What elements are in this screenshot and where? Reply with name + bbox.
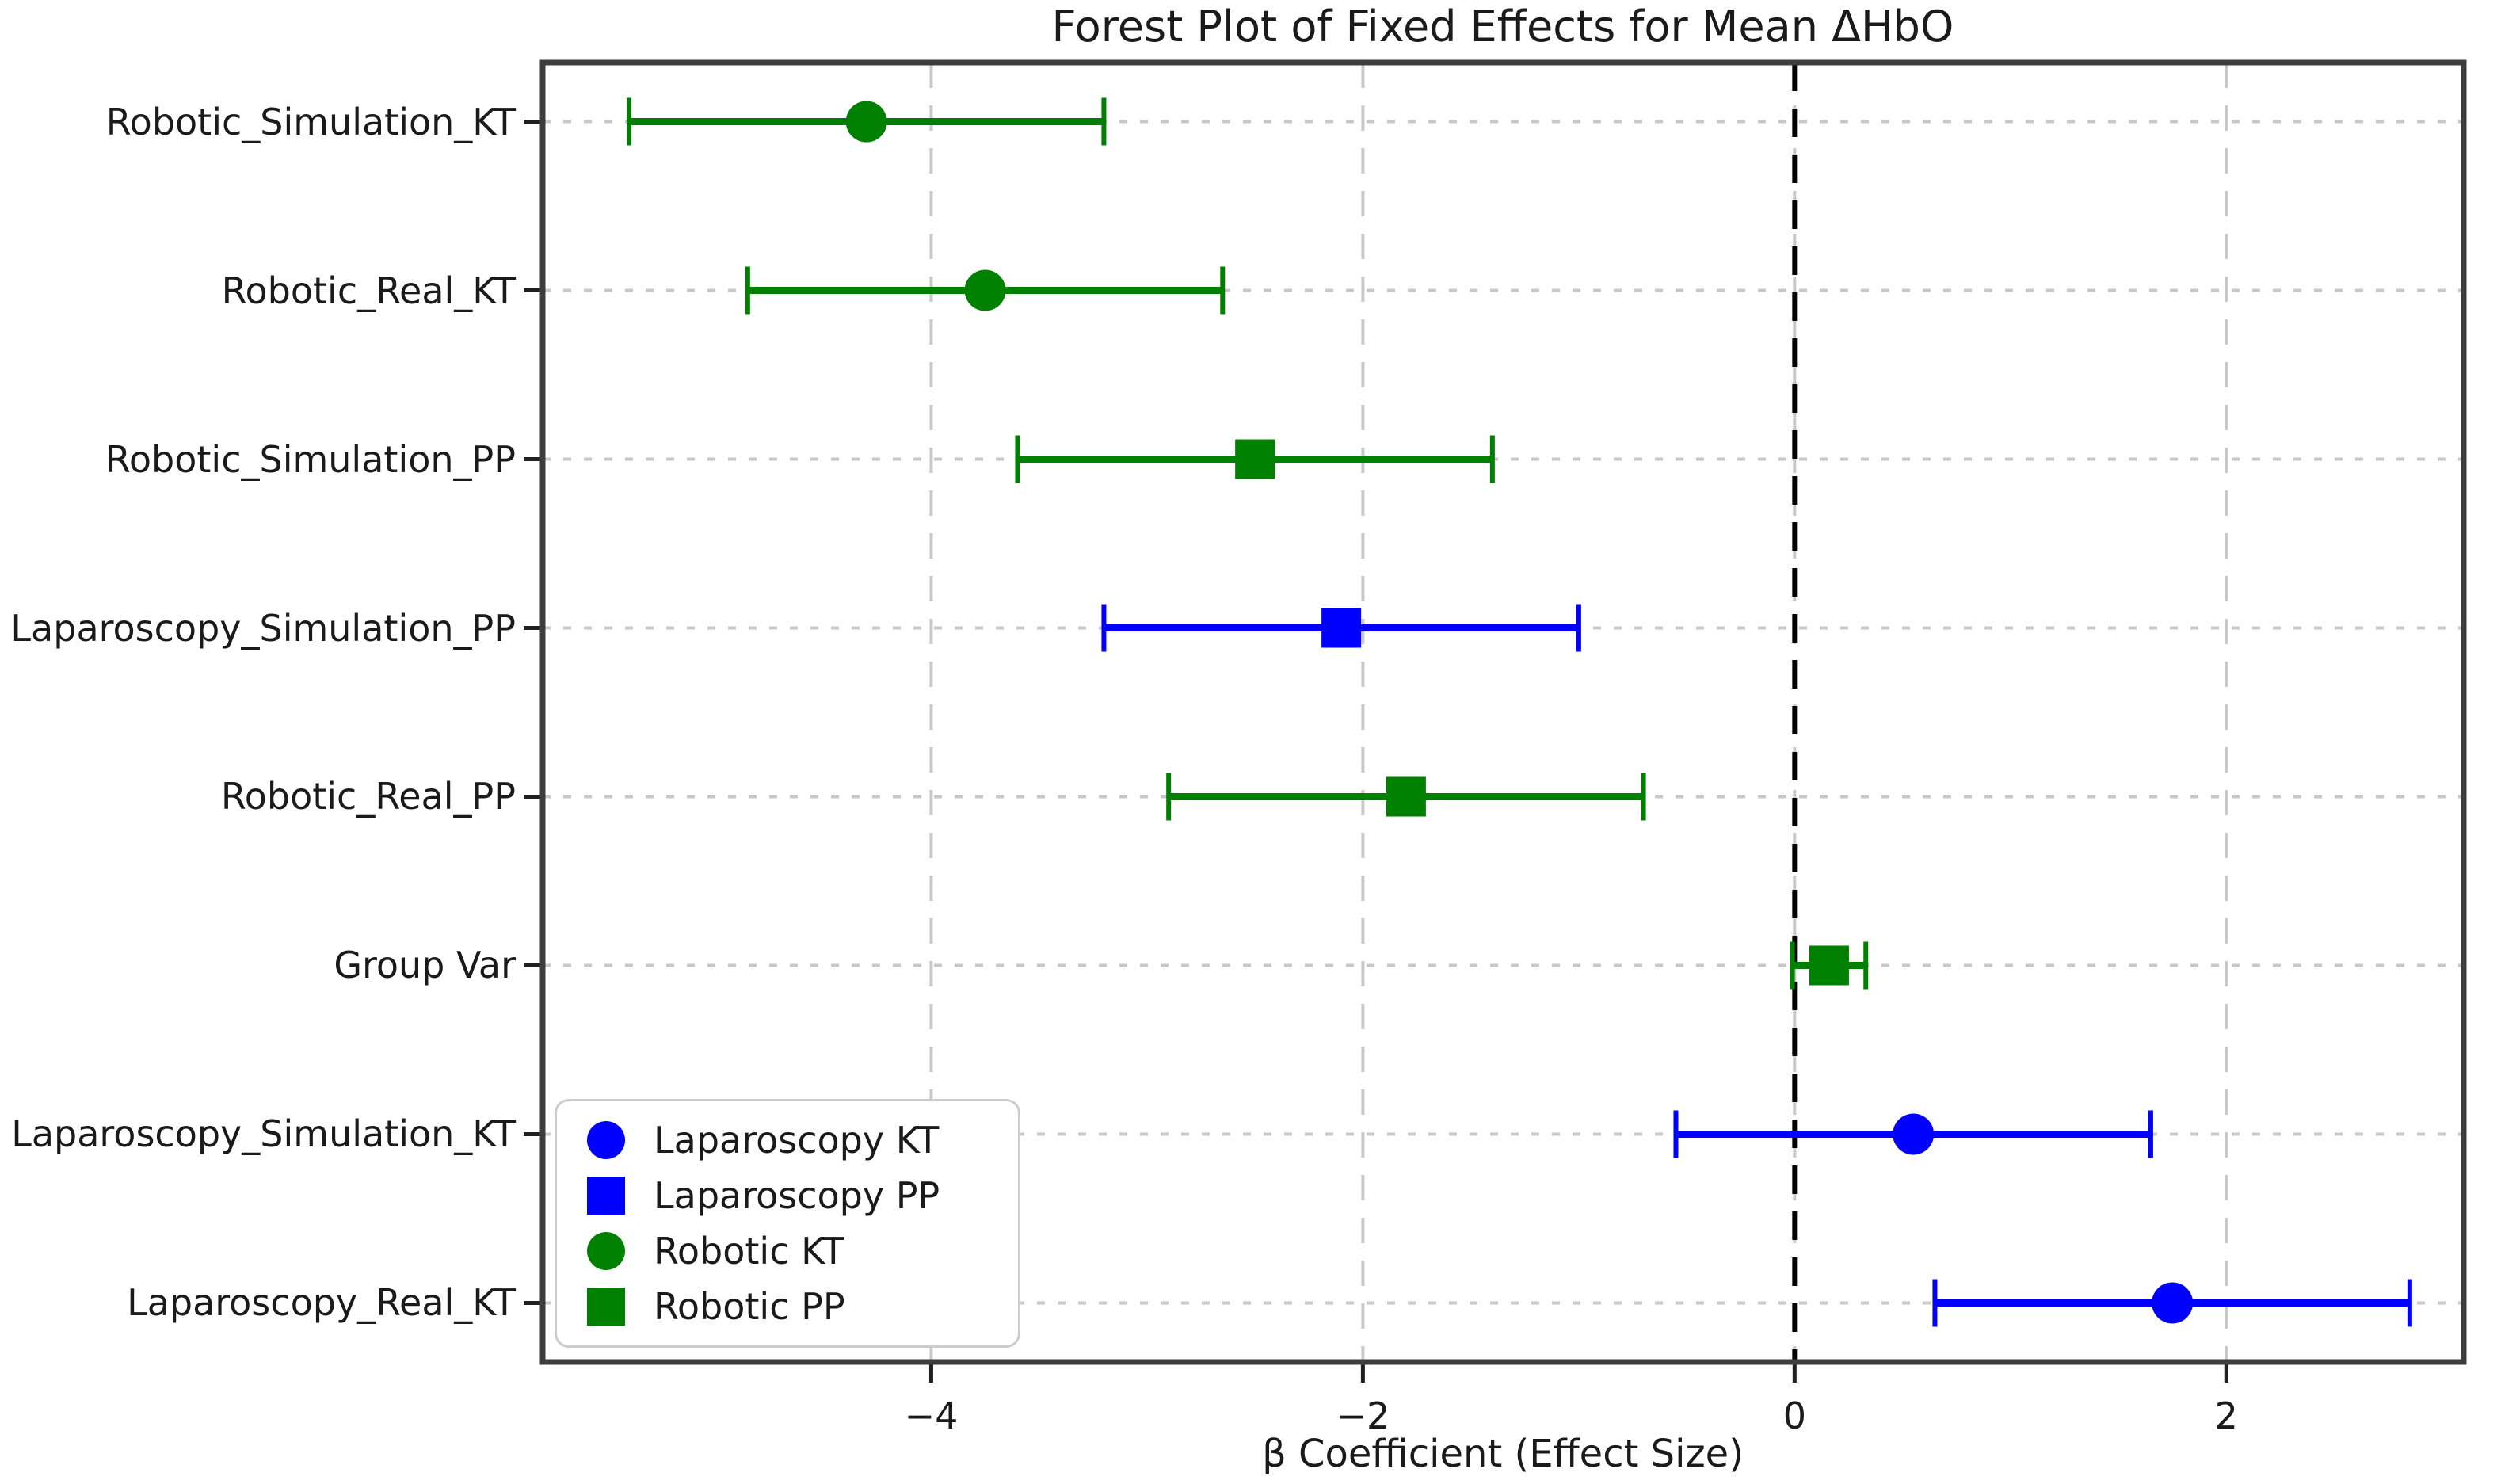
legend: Laparoscopy KT Laparoscopy PP Robotic KT… bbox=[555, 1099, 1020, 1348]
plot-border bbox=[539, 59, 2467, 1365]
legend-entry: Robotic KT bbox=[587, 1230, 1018, 1272]
legend-label: Robotic PP bbox=[654, 1285, 845, 1328]
legend-laparoscopy-kt-marker-icon bbox=[587, 1121, 625, 1159]
x-tick-label: −4 bbox=[904, 1394, 959, 1437]
y-tick-label: Robotic_Real_PP bbox=[220, 775, 516, 818]
x-tick-label: −2 bbox=[1336, 1394, 1390, 1437]
legend-label: Laparoscopy KT bbox=[654, 1119, 940, 1162]
x-axis-label: β Coefficient (Effect Size) bbox=[1262, 1432, 1744, 1476]
data-point-marker bbox=[1809, 945, 1849, 986]
data-point-marker bbox=[2152, 1282, 2194, 1324]
y-tick-label: Group Var bbox=[334, 944, 516, 987]
data-point-marker bbox=[1386, 776, 1426, 817]
y-tick-label: Robotic_Simulation_KT bbox=[105, 100, 516, 143]
y-tick-label: Laparoscopy_Simulation_PP bbox=[10, 606, 516, 650]
data-point-marker bbox=[1321, 608, 1362, 648]
legend-label: Laparoscopy PP bbox=[654, 1174, 940, 1217]
legend-entry: Robotic PP bbox=[587, 1285, 1018, 1328]
data-point-marker bbox=[845, 101, 887, 143]
legend-robotic-kt-marker-icon bbox=[587, 1232, 625, 1270]
y-tick-label: Robotic_Simulation_PP bbox=[105, 437, 516, 481]
legend-entry: Laparoscopy KT bbox=[587, 1119, 1018, 1162]
y-tick-label: Laparoscopy_Simulation_KT bbox=[11, 1112, 516, 1156]
legend-label: Robotic KT bbox=[654, 1230, 844, 1272]
x-tick-label: 0 bbox=[1782, 1394, 1806, 1437]
data-point-marker bbox=[964, 269, 1006, 311]
y-tick-label: Laparoscopy_Real_KT bbox=[127, 1281, 516, 1325]
legend-entry: Laparoscopy PP bbox=[587, 1174, 1018, 1217]
x-tick-label: 2 bbox=[2214, 1394, 2238, 1437]
y-tick-label: Robotic_Real_KT bbox=[221, 269, 516, 312]
legend-robotic-pp-marker-icon bbox=[587, 1288, 625, 1326]
chart-title: Forest Plot of Fixed Effects for Mean ΔH… bbox=[1051, 2, 1954, 52]
data-point-marker bbox=[1235, 439, 1275, 479]
data-point-marker bbox=[1893, 1113, 1935, 1155]
legend-laparoscopy-pp-marker-icon bbox=[587, 1177, 625, 1215]
